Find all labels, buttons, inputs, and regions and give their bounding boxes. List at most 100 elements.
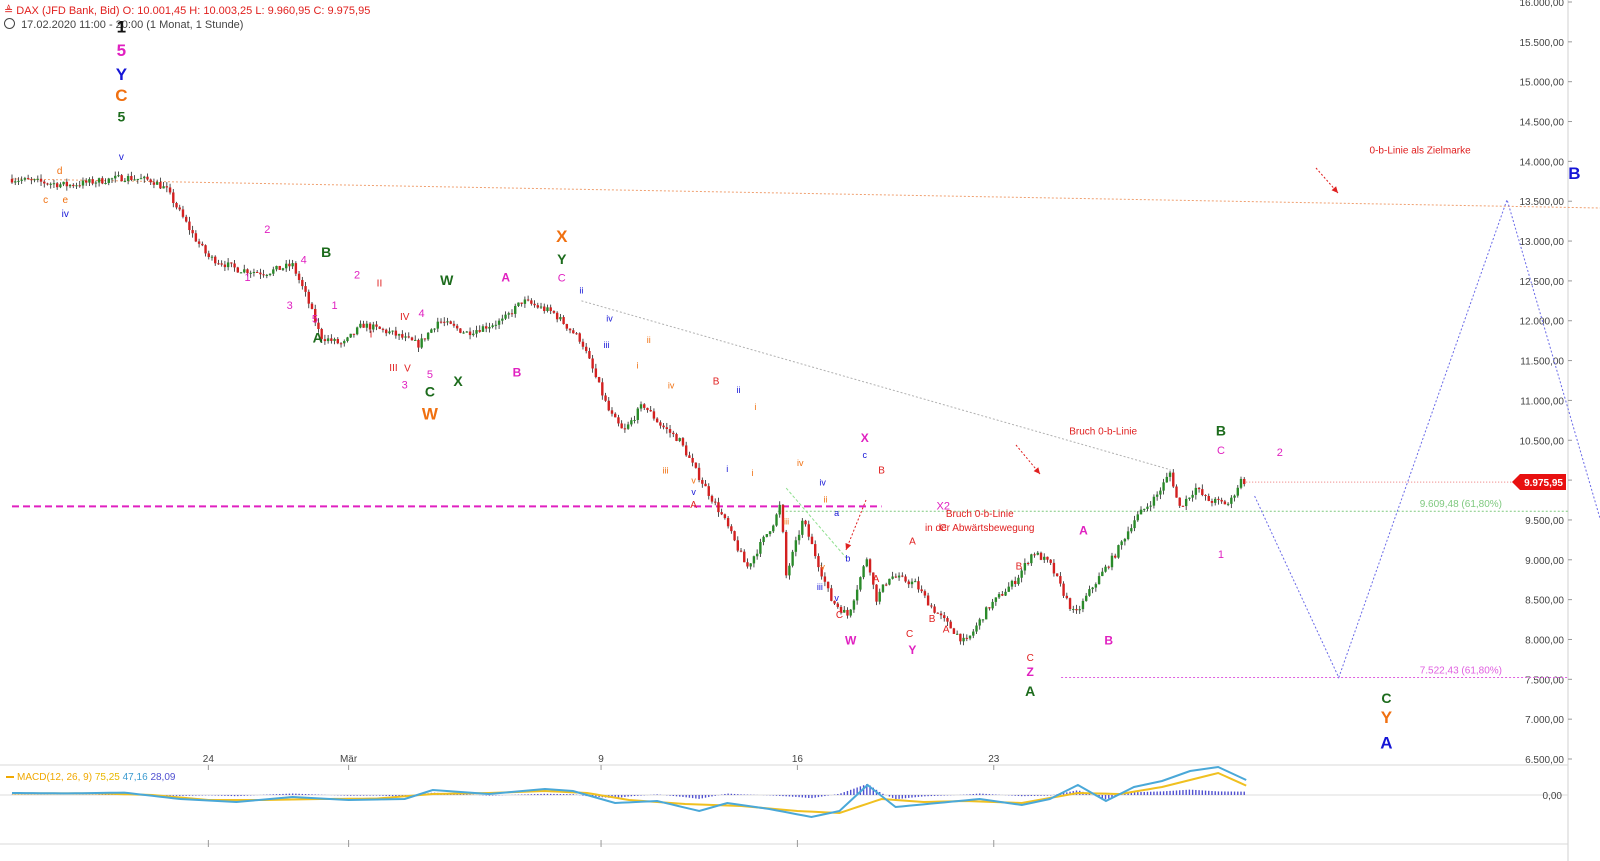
- candle: [665, 427, 669, 430]
- candle: [20, 179, 23, 181]
- candle: [259, 272, 262, 275]
- candle: [10, 178, 14, 183]
- annotation-arrow-3-line: [845, 499, 867, 551]
- trendline-green: [785, 487, 849, 561]
- candle: [26, 178, 30, 180]
- y-tick-label: 8.000,00: [1525, 635, 1564, 646]
- candle: [878, 591, 881, 602]
- wave-label: 4: [418, 308, 424, 320]
- wave-label: B: [1216, 422, 1226, 438]
- candle: [310, 303, 314, 309]
- candle: [1133, 520, 1136, 529]
- wave-label: IV: [400, 312, 410, 323]
- stock-icon: ≜: [4, 5, 14, 17]
- candle: [781, 504, 785, 532]
- wave-label: X: [453, 373, 463, 389]
- y-tick-label: 15.000,00: [1520, 78, 1565, 89]
- candle: [252, 271, 256, 273]
- annotation-arrow-1-head: [1331, 186, 1338, 193]
- candle: [1146, 506, 1149, 509]
- candle: [549, 307, 552, 312]
- candle: [588, 351, 591, 359]
- candle: [533, 303, 536, 306]
- wave-label: X: [556, 227, 568, 246]
- wave-label: III: [389, 363, 397, 374]
- wave-label: B: [1016, 561, 1023, 572]
- candle: [1172, 472, 1175, 487]
- annotation-arrow-3-head: [845, 543, 852, 550]
- candle: [301, 279, 304, 287]
- macd-legend-value-1: 75,25: [94, 772, 120, 783]
- candle: [804, 520, 807, 525]
- candle: [559, 317, 562, 320]
- candle: [1001, 594, 1004, 596]
- candle: [768, 531, 772, 535]
- candle: [1214, 498, 1217, 503]
- candle: [407, 336, 410, 338]
- candle: [1220, 499, 1223, 502]
- candle: [268, 273, 272, 275]
- candle: [997, 594, 1001, 598]
- candle: [891, 576, 894, 579]
- candle: [1243, 478, 1246, 485]
- candle: [1230, 497, 1233, 504]
- candle: [936, 612, 939, 614]
- candle: [965, 637, 969, 639]
- candle: [1181, 505, 1185, 507]
- candle: [636, 408, 639, 420]
- wave-label: iii: [817, 582, 823, 592]
- wave-label: i: [726, 464, 728, 474]
- candle: [646, 407, 649, 411]
- macd-legend: MACD(12, 26, 9) 75,25 47,16 28,09: [6, 772, 175, 783]
- wave-label: v: [691, 487, 696, 497]
- candle: [526, 299, 530, 301]
- candle: [930, 605, 933, 607]
- candle: [730, 526, 733, 532]
- x-tick-label: 24: [203, 754, 215, 765]
- candle: [701, 479, 704, 484]
- wave-label: v: [820, 562, 825, 572]
- wave-label: iii: [663, 466, 669, 476]
- candle: [1049, 559, 1052, 563]
- candle: [584, 346, 588, 352]
- x-tick-label: 16: [792, 754, 804, 765]
- candle: [597, 377, 601, 383]
- candle: [146, 176, 149, 180]
- candle: [384, 329, 388, 334]
- y-tick-label: 8.500,00: [1525, 596, 1564, 607]
- candle: [1191, 494, 1194, 498]
- candle: [1004, 591, 1007, 596]
- candle: [30, 179, 33, 181]
- wave-label: W: [440, 272, 454, 288]
- candle: [862, 566, 865, 578]
- candle: [949, 621, 952, 629]
- wave-label: A: [873, 574, 880, 585]
- candle: [320, 328, 323, 340]
- candle: [617, 417, 620, 424]
- candle: [149, 179, 152, 183]
- candle: [1239, 478, 1243, 488]
- candle: [294, 263, 298, 274]
- wave-label: v: [691, 475, 696, 485]
- candle: [723, 514, 727, 519]
- candle: [1136, 514, 1139, 521]
- last-price-label: 9.975,95: [1524, 478, 1563, 489]
- wave-label: I: [370, 329, 373, 340]
- trendline: [11, 178, 1600, 209]
- candle: [717, 502, 720, 513]
- candle: [307, 291, 310, 304]
- candle: [362, 323, 365, 328]
- wave-label: 1: [117, 17, 126, 36]
- y-tick-label: 10.500,00: [1520, 436, 1565, 447]
- candle: [514, 305, 517, 314]
- wave-label: i: [754, 402, 756, 412]
- candle: [346, 337, 349, 342]
- wave-label: e: [63, 195, 69, 206]
- candle: [672, 432, 675, 435]
- candle: [349, 333, 352, 338]
- candle: [459, 328, 462, 333]
- wave-label: B: [929, 614, 936, 625]
- candle: [297, 273, 301, 280]
- candle: [414, 339, 417, 341]
